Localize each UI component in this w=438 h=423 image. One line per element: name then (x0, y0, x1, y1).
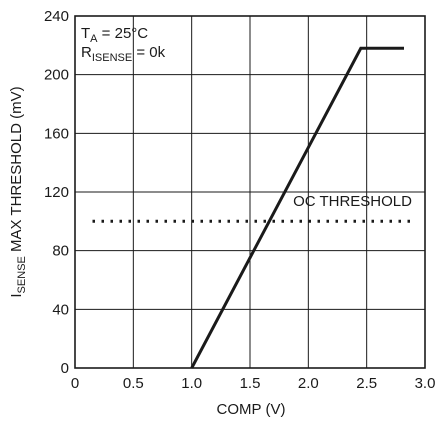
oc-threshold-label: OC THRESHOLD (293, 193, 412, 210)
tick-labels: 0 0.5 1.0 1.5 2.0 2.5 3.0 0 40 80 120 160 200 240 (44, 8, 435, 392)
rsense-rest: = 0k (132, 44, 165, 61)
y-tick-label: 200 (44, 67, 69, 84)
x-tick-label: 1.0 (181, 375, 202, 392)
sense-threshold-curve (190, 46, 404, 369)
grid (74, 15, 426, 369)
rsense-main: R (81, 44, 92, 61)
y-tick-label: 0 (61, 360, 69, 377)
x-tick-label: 1.5 (240, 375, 261, 392)
temp-rest: = 25°C (98, 25, 149, 42)
x-tick-label: 3.0 (415, 375, 436, 392)
y-axis-title-rest: MAX THRESHOLD (mV) (8, 86, 25, 256)
series-layer (92, 46, 414, 369)
rsense-sub: ISENSE (92, 52, 132, 64)
plot-frame (74, 15, 426, 369)
y-tick-label: 240 (44, 8, 69, 25)
y-axis-title-main: I (8, 293, 25, 297)
y-tick-label: 40 (52, 301, 69, 318)
x-axis-title: COMP (V) (217, 401, 286, 418)
x-tick-label: 0.5 (123, 375, 144, 392)
temp-main: T (81, 25, 90, 42)
y-tick-label: 160 (44, 125, 69, 142)
rsense-annotation: RISENSE = 0k (81, 44, 166, 64)
y-tick-label: 80 (52, 243, 69, 260)
temp-sub: A (90, 33, 98, 45)
x-tick-label: 0 (71, 375, 79, 392)
x-tick-label: 2.5 (356, 375, 377, 392)
y-axis-title: ISENSE MAX THRESHOLD (mV) (8, 86, 28, 297)
temperature-annotation: TA = 25°C (81, 25, 148, 45)
y-axis-title-sub: SENSE (16, 256, 28, 293)
x-tick-label: 2.0 (298, 375, 319, 392)
y-tick-label: 120 (44, 184, 69, 201)
